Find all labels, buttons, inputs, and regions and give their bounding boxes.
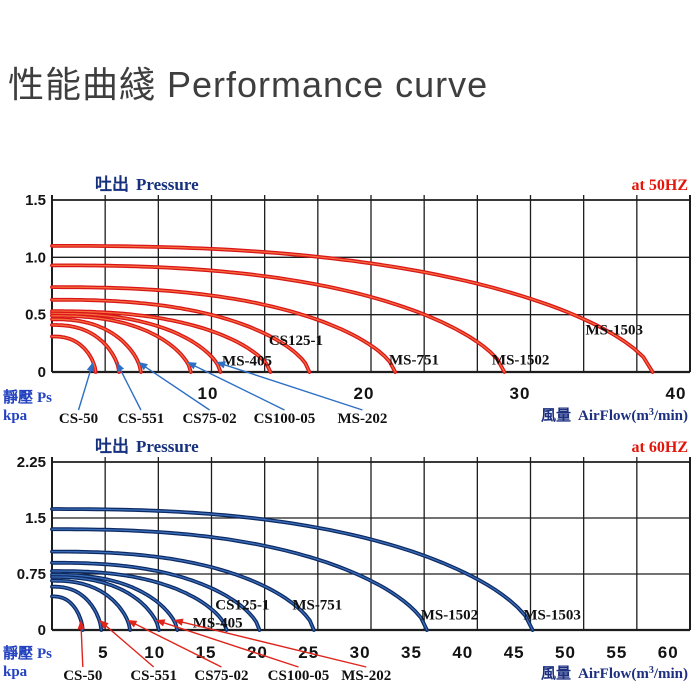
curve-glow-MS-202 [51,312,222,373]
chart-title: 吐出 Pressure [95,174,199,194]
callout-label-CS75-02: CS75-02 [194,668,248,684]
x-tick-label: 20 [354,384,375,403]
curve-glow-MS-1503 [51,245,654,373]
x-tick-label: 30 [350,643,371,662]
x-tick-label: 55 [606,643,627,662]
callout-label-CS-551: CS-551 [118,411,165,427]
callout-arrow-CS-551 [99,620,155,668]
curve-glow-MS-202 [51,574,178,631]
curve-glow-CS-551 [51,324,120,373]
frequency-label: at 60HZ [632,439,688,456]
pressure-axis-unit: kpa [3,408,28,424]
x-tick-label: 10 [198,384,219,403]
y-tick-label: 1.5 [25,510,46,527]
model-label-MS-405: MS-405 [222,354,272,370]
x-tick-label: 60 [658,643,679,662]
callout-arrow-CS-50 [77,362,94,411]
curve-glow-MS-1502 [51,264,506,373]
x-tick-label: 50 [555,643,576,662]
callout-arrow-MS-202 [215,361,363,411]
callout-arrow-CS75-02 [127,620,222,668]
x-tick-label: 35 [401,643,422,662]
y-tick-label: 1.5 [25,192,46,209]
callout-arrow-CS-50 [77,620,85,668]
model-label-MS-405: MS-405 [193,616,243,632]
callout-arrow-CS100-05 [155,619,299,668]
callout-label-CS75-02: CS75-02 [182,411,236,427]
y-tick-label: 0 [38,622,46,639]
model-label-MS-1503: MS-1503 [523,607,581,623]
curve-glow-CS125-1 [51,299,311,373]
curve-glow-CS-50 [51,335,97,373]
callout-arrow-CS75-02 [138,362,210,411]
x-tick-label: 5 [98,643,108,662]
callout-arrow-MS-202 [173,618,367,668]
grid [51,195,691,374]
curve-glow-MS-1503 [51,508,534,631]
flow-axis-caption: 風量 AirFlow(m3/min) [541,407,688,424]
grid [51,457,691,632]
model-label-MS-751: MS-751 [389,352,439,368]
model-label-CS125-1: CS125-1 [215,598,269,614]
y-tick-label: 0.5 [25,307,46,324]
x-tick-label: 45 [504,643,525,662]
model-label-MS-1502: MS-1502 [421,607,479,623]
model-label-MS-751: MS-751 [292,598,342,614]
model-label-MS-1503: MS-1503 [586,323,644,339]
curve-glow-MS-405 [51,310,272,373]
x-tick-label: 10 [144,643,165,662]
callout-arrow-CS-551 [116,362,142,411]
pressure-axis-caption: 靜壓 Ps [3,644,52,662]
callout-label-MS-202: MS-202 [341,668,391,684]
frequency-label: at 50HZ [632,177,688,194]
curve-glow-CS-50 [51,595,84,631]
callout-label-CS100-05: CS100-05 [268,668,330,684]
pressure-axis-caption: 靜壓 Ps [3,388,52,406]
y-tick-label: 2.25 [17,454,46,471]
curve-glow-MS-751 [51,286,396,373]
curves [50,244,655,374]
x-tick-label: 40 [452,643,473,662]
callout-label-CS-50: CS-50 [63,668,102,684]
y-tick-label: 0.75 [17,566,46,583]
x-tick-label: 20 [247,643,268,662]
x-tick-label: 40 [666,384,687,403]
callout-label-CS-551: CS-551 [130,668,177,684]
callout-label-CS-50: CS-50 [59,411,98,427]
model-label-MS-1502: MS-1502 [492,352,550,368]
y-tick-label: 0 [38,364,46,381]
y-tick-label: 1.0 [25,249,46,266]
callout-arrow-CS100-05 [186,362,285,411]
curve-glow-MS-1502 [51,528,428,631]
model-label-CS125-1: CS125-1 [269,333,323,349]
curve-glow-CS75-02 [51,318,142,373]
curve-glow-CS-551 [51,586,102,631]
curve-glow-MS-751 [51,550,315,631]
pressure-chart-50hz: 吐出 Pressure at 50HZ 1.5 1.0 0.5 0 10 20 30 40 靜壓 Ps k… [3,174,691,427]
callout-label-CS100-05: CS100-05 [254,411,316,427]
curve-glow-CS100-05 [51,576,160,631]
chart-title: 吐出 Pressure [95,436,199,456]
x-tick-label: 30 [510,384,531,403]
pressure-axis-unit: kpa [3,664,28,680]
curves [50,507,535,632]
curve-glow-MS-405 [51,570,228,631]
curve-glow-CS75-02 [51,580,131,631]
page-title: 性能曲綫 Performance curve [8,64,489,105]
curve-glow-CS100-05 [51,315,192,373]
curve-glow-CS125-1 [51,562,261,631]
callout-label-MS-202: MS-202 [337,411,387,427]
flow-axis-caption: 風量 AirFlow(m3/min) [541,665,688,682]
